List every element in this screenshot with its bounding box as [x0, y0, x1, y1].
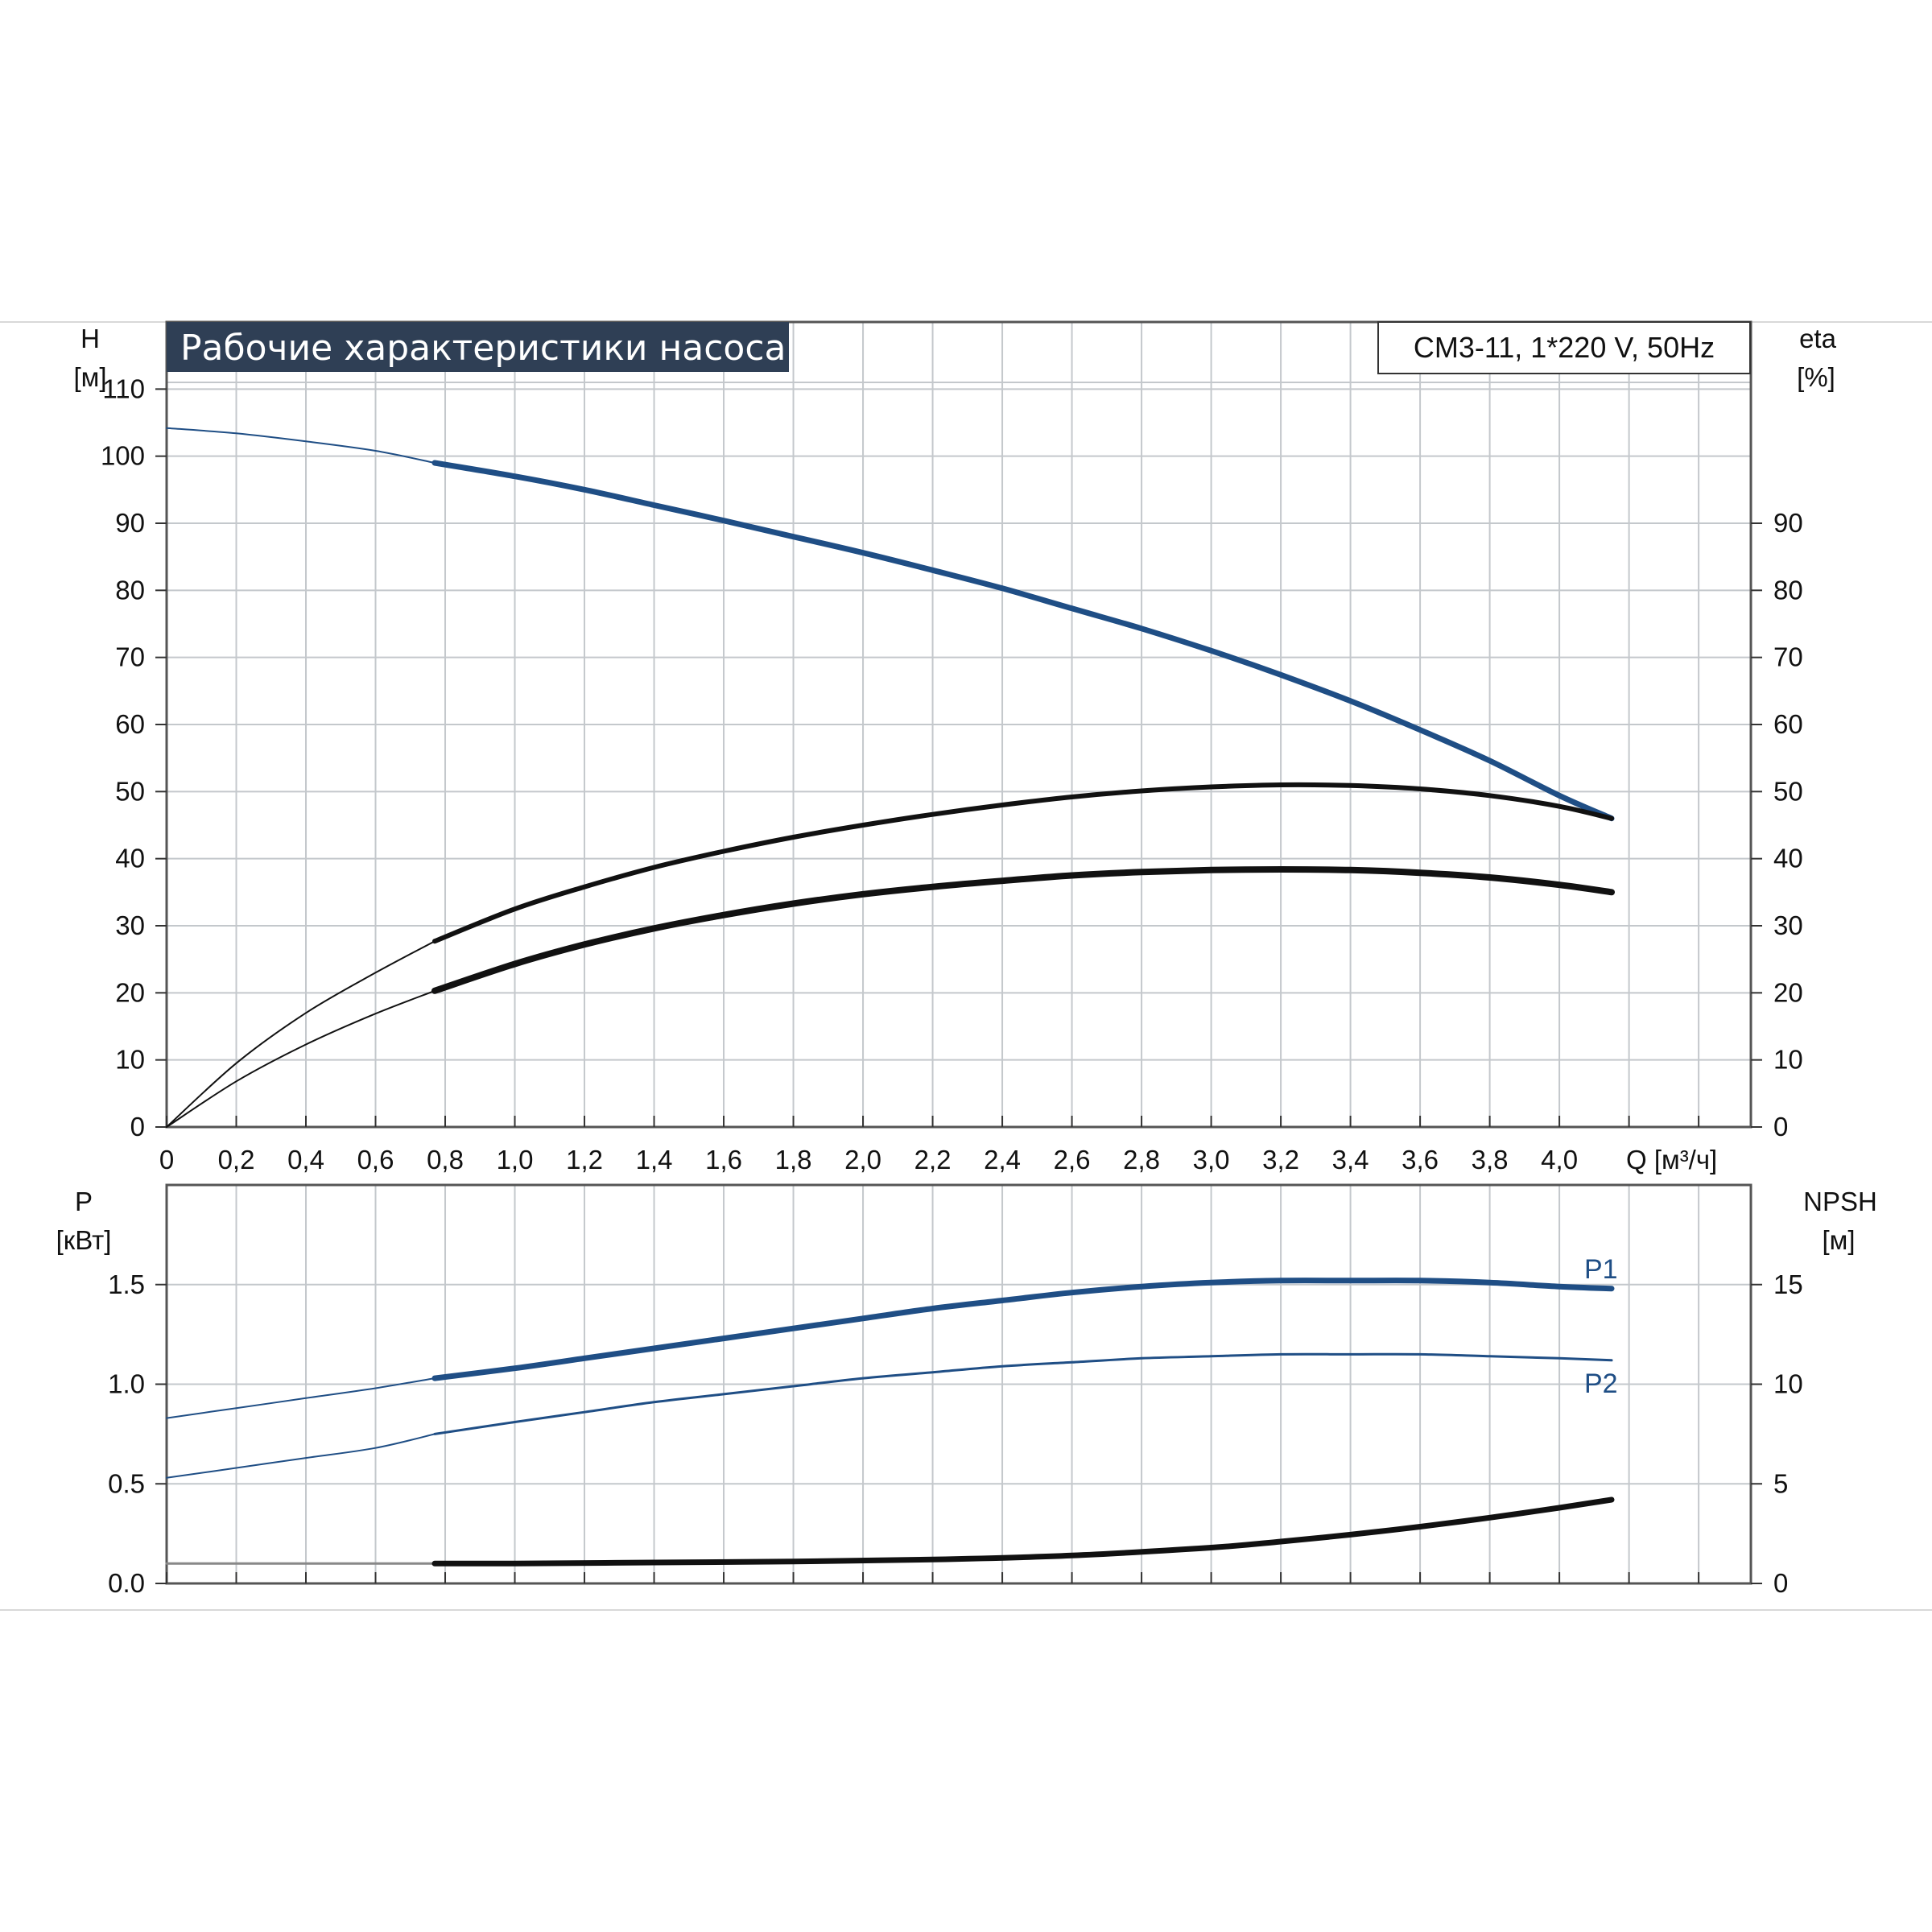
power-tick-label: 0.0 [108, 1568, 145, 1598]
efficiency-curve-total-extension [166, 989, 436, 1128]
head-tick-label: 100 [101, 441, 145, 471]
head-tick-label: 80 [115, 575, 145, 605]
head-tick-label: 30 [115, 910, 145, 940]
p1-power-curve-extension [166, 1377, 436, 1419]
upper-grid [167, 322, 1751, 1127]
p2-curve-label: P2 [1584, 1368, 1618, 1399]
flow-tick-label: 1,8 [775, 1145, 812, 1174]
efficiency-tick-label: 10 [1773, 1045, 1803, 1075]
flow-tick-label: 1,0 [497, 1145, 534, 1174]
head-tick-label: 70 [115, 642, 145, 672]
efficiency-curve-pump [432, 782, 1614, 944]
flow-tick-label: 1,4 [636, 1145, 673, 1174]
head-tick-label: 50 [115, 776, 145, 806]
upper-panel: 0 10 20 30 40 50 60 70 80 90 100 110 0 10 20 30 40 50 60 7… [73, 320, 1837, 1174]
lower-right-ticks: 0 5 10 15 [166, 1269, 1803, 1598]
head-tick-label: 40 [115, 844, 145, 873]
head-curve-extension [166, 427, 436, 464]
efficiency-tick-label: 40 [1773, 844, 1803, 873]
head-axis-unit: [м] [73, 362, 106, 392]
efficiency-tick-label: 20 [1773, 977, 1803, 1007]
power-tick-label: 0.5 [108, 1468, 145, 1498]
power-axis-unit: [кВт] [56, 1225, 112, 1255]
lower-left-ticks: 0.0 0.5 1.0 1.5 [108, 1269, 167, 1598]
power-tick-label: 1.0 [108, 1369, 145, 1399]
flow-tick-label: 0 [159, 1145, 174, 1174]
efficiency-curve-total [431, 866, 1615, 994]
flow-tick-label: 3,0 [1193, 1145, 1230, 1174]
efficiency-axis-unit: [%] [1797, 362, 1835, 392]
npsh-tick-label: 0 [1773, 1568, 1788, 1598]
flow-tick-label: 4,0 [1541, 1145, 1578, 1174]
model-label: CM3-11, 1*220 V, 50Hz [1414, 331, 1715, 364]
flow-tick-label: 2,8 [1123, 1145, 1160, 1174]
flow-tick-label: 2,0 [844, 1145, 881, 1174]
head-axis-label: H [80, 324, 100, 353]
upper-right-ticks: 0 10 20 30 40 50 60 70 80 90 [1751, 508, 1803, 1141]
p2-power-curve-extension [166, 1433, 436, 1479]
chart-title: Рабочие характеристики насоса [180, 328, 786, 369]
efficiency-curve-pump-extension [166, 940, 436, 1128]
upper-curves [166, 427, 1615, 1128]
head-tick-label: 20 [115, 977, 145, 1007]
flow-tick-label: 2,4 [984, 1145, 1021, 1174]
flow-tick-label: 2,6 [1054, 1145, 1091, 1174]
efficiency-tick-label: 0 [1773, 1112, 1788, 1141]
flow-tick-label: 0,6 [357, 1145, 394, 1174]
flow-tick-label: 1,2 [566, 1145, 603, 1174]
head-tick-label: 0 [130, 1112, 145, 1141]
flow-tick-label: 2,2 [914, 1145, 952, 1174]
npsh-axis-label: NPSH [1803, 1187, 1877, 1216]
title-banner [167, 322, 789, 372]
efficiency-tick-label: 60 [1773, 709, 1803, 739]
efficiency-tick-label: 30 [1773, 910, 1803, 940]
flow-tick-label: 3,6 [1402, 1145, 1439, 1174]
head-tick-label: 90 [115, 508, 145, 538]
lower-curves [165, 1278, 1615, 1567]
model-box [1377, 321, 1751, 374]
upper-x-ticks: 0 0,2 0,4 0,6 0,8 1,0 1,2 1,4 1,6 1,8 2,0 2,2 2,4 2,6… [159, 1116, 1700, 1174]
p2-power-curve [433, 1352, 1613, 1435]
npsh-axis-unit: [м] [1822, 1225, 1855, 1255]
efficiency-axis-label: eta [1799, 324, 1837, 353]
flow-axis-label: Q [м³/ч] [1626, 1145, 1717, 1174]
efficiency-tick-label: 80 [1773, 575, 1803, 605]
upper-left-ticks: 0 10 20 30 40 50 60 70 80 90 100 110 [101, 374, 167, 1141]
flow-tick-label: 0,8 [427, 1145, 464, 1174]
npsh-tick-label: 5 [1773, 1468, 1788, 1498]
flow-tick-label: 0,2 [218, 1145, 255, 1174]
p1-power-curve [431, 1278, 1615, 1381]
flow-tick-label: 1,6 [705, 1145, 742, 1174]
head-tick-label: 60 [115, 709, 145, 739]
power-axis-label: P [75, 1187, 93, 1216]
npsh-tick-label: 10 [1773, 1369, 1803, 1399]
efficiency-tick-label: 90 [1773, 508, 1803, 538]
head-curve [431, 460, 1615, 822]
npsh-curve [431, 1496, 1615, 1567]
flow-tick-label: 3,8 [1472, 1145, 1509, 1174]
flow-tick-label: 0,4 [287, 1145, 324, 1174]
npsh-tick-label: 15 [1773, 1269, 1803, 1299]
head-tick-label: 110 [102, 374, 145, 403]
efficiency-tick-label: 70 [1773, 642, 1803, 672]
flow-tick-label: 3,4 [1332, 1145, 1369, 1174]
power-tick-label: 1.5 [108, 1269, 145, 1299]
p1-curve-label: P1 [1584, 1254, 1618, 1285]
efficiency-tick-label: 50 [1773, 776, 1803, 806]
flow-tick-label: 3,2 [1262, 1145, 1299, 1174]
head-tick-label: 10 [115, 1045, 145, 1075]
